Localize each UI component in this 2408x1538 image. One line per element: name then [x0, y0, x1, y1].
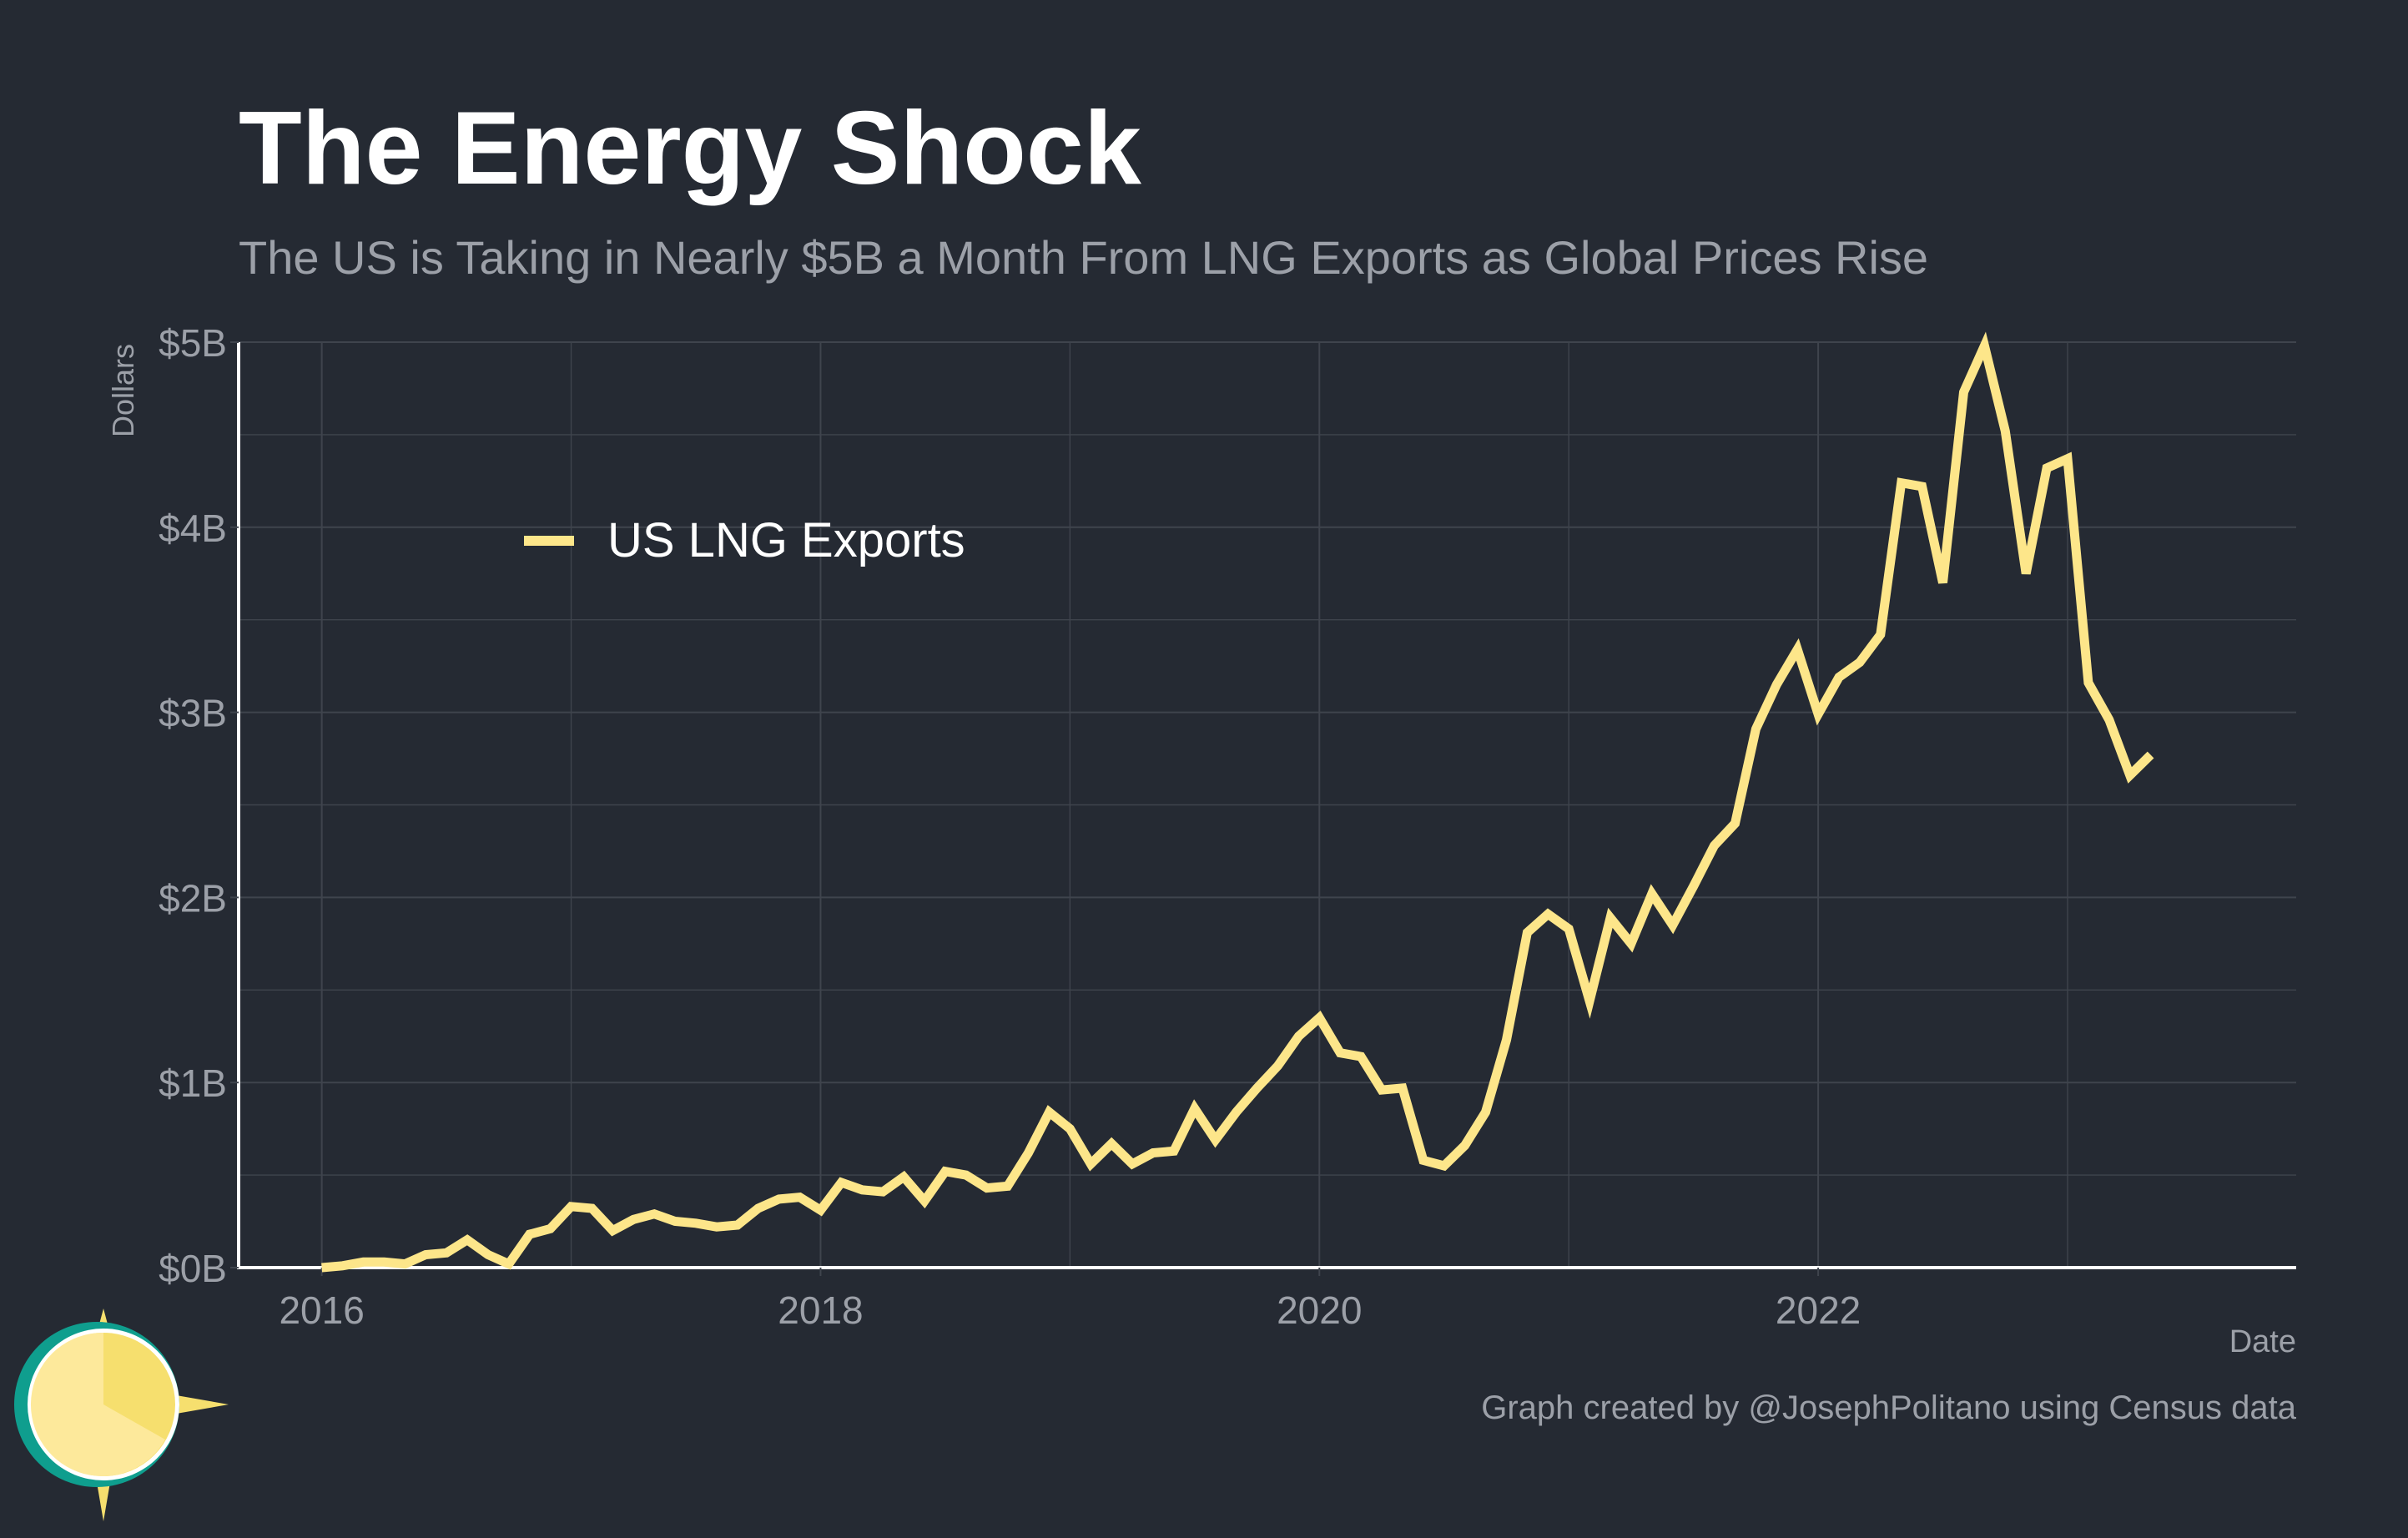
axes [237, 342, 2296, 1269]
y-tick-label: $3B [159, 692, 227, 735]
gridlines [239, 341, 2296, 1268]
y-tick-labels: $0B $1B $2B $3B $4B $5B [159, 321, 239, 1290]
chart-title: The Energy Shock [239, 91, 1142, 206]
y-axis-title: Dollars [106, 344, 140, 437]
legend-label: US LNG Exports [607, 513, 965, 567]
logo-face-light [30, 1332, 166, 1476]
x-tick-label: 2016 [279, 1288, 364, 1332]
y-tick-label: $4B [159, 507, 227, 550]
sun-icon [14, 1309, 229, 1521]
y-tick-label: $5B [159, 321, 227, 365]
y-tick-label: $2B [159, 876, 227, 920]
x-tick-label: 2020 [1277, 1288, 1362, 1332]
chart-caption: Graph created by @JosephPolitano using C… [1481, 1389, 2297, 1426]
series-group [321, 331, 2154, 1273]
x-tick-label: 2018 [778, 1288, 863, 1332]
legend: US LNG Exports [524, 513, 965, 567]
x-tick-labels: 2016 2018 2020 2022 [279, 1268, 1861, 1332]
series-line-us-lng-exports [321, 331, 2154, 1273]
x-tick-label: 2022 [1776, 1288, 1861, 1332]
x-axis-title: Date [2229, 1324, 2296, 1359]
y-tick-label: $0B [159, 1247, 227, 1290]
chart-subtitle: The US is Taking in Nearly $5B a Month F… [239, 231, 1928, 284]
y-tick-label: $1B [159, 1061, 227, 1105]
